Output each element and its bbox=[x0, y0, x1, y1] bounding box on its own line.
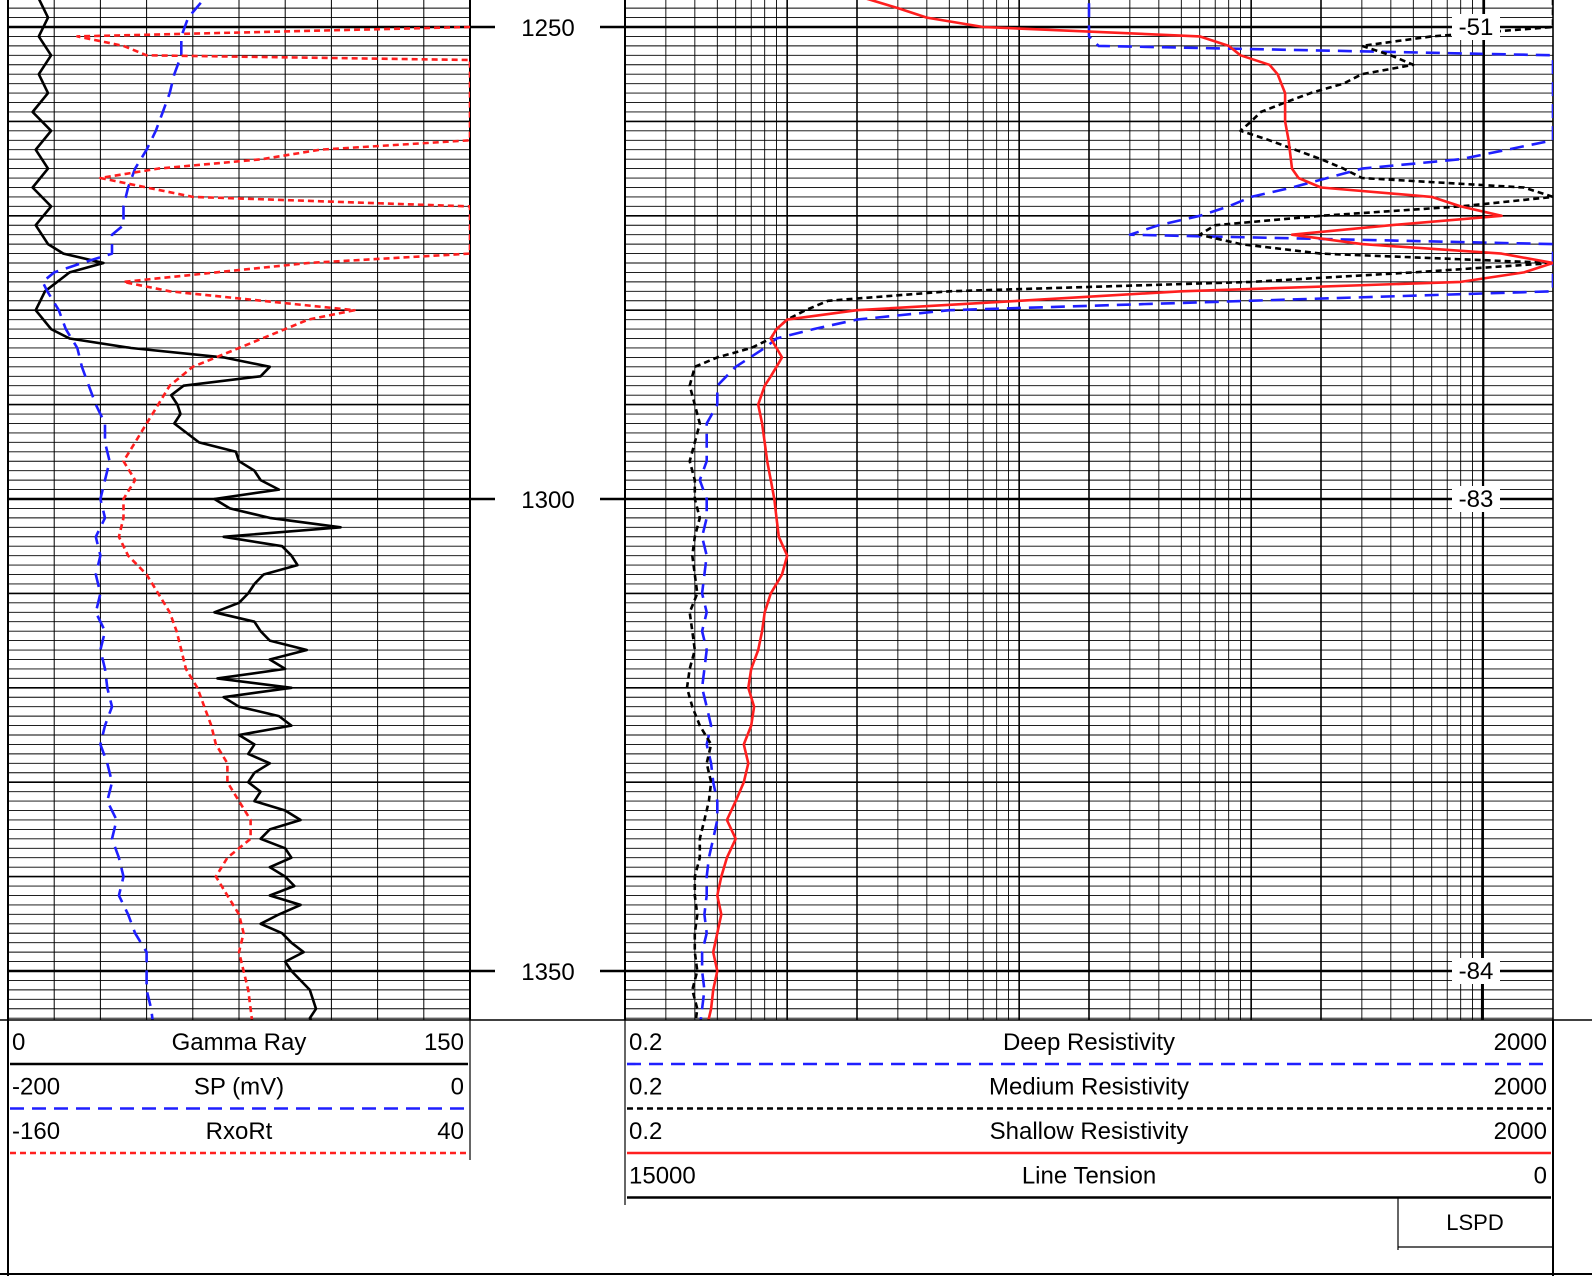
scale-min: 0.2 bbox=[629, 1074, 662, 1101]
curve-name: RxoRt bbox=[206, 1118, 273, 1145]
curve-name: Deep Resistivity bbox=[1003, 1029, 1175, 1056]
curve-name: Gamma Ray bbox=[172, 1029, 307, 1056]
grid-layer bbox=[7, 0, 1554, 1020]
scale-min: 0 bbox=[12, 1029, 25, 1056]
lspd-label: LSPD bbox=[1446, 1210, 1503, 1235]
line-speed-track: -51 -83 -84 bbox=[1452, 0, 1500, 1021]
lspd-annotation: -83 bbox=[1459, 486, 1494, 513]
depth-label-bg bbox=[505, 955, 595, 985]
header-bg bbox=[0, 1020, 1592, 1276]
depth-label-bg bbox=[505, 483, 595, 513]
scale-max: 40 bbox=[437, 1118, 464, 1145]
curve-name: Medium Resistivity bbox=[989, 1074, 1189, 1101]
scale-max: 2000 bbox=[1494, 1029, 1547, 1056]
curve-sp-mv- bbox=[41, 0, 205, 1020]
scale-min: 15000 bbox=[629, 1163, 696, 1190]
curve-gamma-ray bbox=[31, 0, 342, 1020]
curve-layer bbox=[31, 0, 1553, 1020]
curve-name: Shallow Resistivity bbox=[990, 1118, 1189, 1145]
scale-min: 0.2 bbox=[629, 1029, 662, 1056]
depth-label: 1250 bbox=[521, 15, 574, 42]
lspd-label-bg bbox=[1452, 958, 1500, 984]
scale-max: 2000 bbox=[1494, 1118, 1547, 1145]
curve-medium-resistivity bbox=[685, 0, 1553, 1020]
curve-rxort bbox=[76, 25, 470, 1020]
scale-max: 0 bbox=[1534, 1163, 1547, 1190]
depth-label: 1350 bbox=[521, 959, 574, 986]
lspd-annotation: -84 bbox=[1459, 958, 1494, 985]
lspd-label-bg bbox=[1452, 14, 1500, 40]
track1-curves bbox=[31, 0, 470, 1020]
depth-label: 1300 bbox=[521, 487, 574, 514]
track2-curves bbox=[685, 0, 1553, 1020]
scale-min: 0.2 bbox=[629, 1118, 662, 1145]
curve-header: 0 Gamma Ray 150 -200 SP (mV) 0 -160 RxoRt 40 0.2 D… bbox=[0, 1019, 1592, 1276]
scale-max: 2000 bbox=[1494, 1074, 1547, 1101]
scale-min: -160 bbox=[12, 1118, 60, 1145]
lspd-annotation: -51 bbox=[1459, 14, 1494, 41]
curve-name: SP (mV) bbox=[194, 1074, 284, 1101]
scale-min: -200 bbox=[12, 1074, 60, 1101]
scale-max: 150 bbox=[424, 1029, 464, 1056]
scale-max: 0 bbox=[451, 1074, 464, 1101]
lspd-label-bg bbox=[1452, 486, 1500, 512]
depth-label-bg bbox=[505, 11, 595, 41]
curve-shallow-resistivity bbox=[707, 0, 1553, 1020]
curve-name: Line Tension bbox=[1022, 1163, 1156, 1190]
depth-axis: 1250 1300 1350 bbox=[505, 11, 595, 986]
